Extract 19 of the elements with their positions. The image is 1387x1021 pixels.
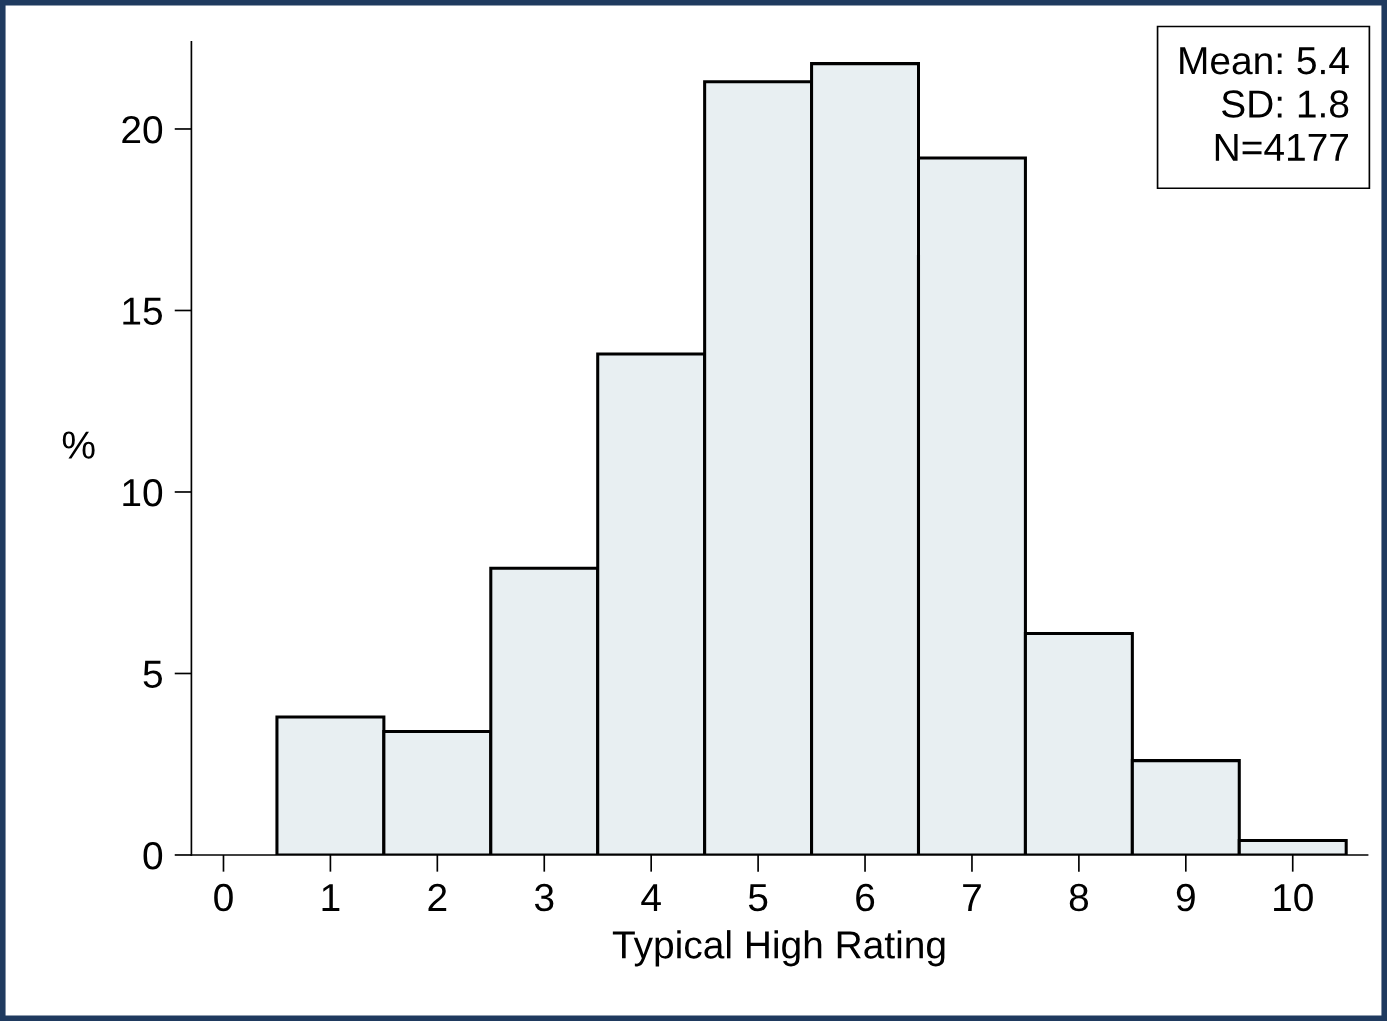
annotation: Mean: 5.4 SD: 1.8 N=4177 xyxy=(1180,47,1349,161)
y-tick-label: 20 xyxy=(122,115,163,144)
y-tick-label: 5 xyxy=(143,660,162,688)
x-tick-label: 1 xyxy=(322,884,340,911)
x-tick-label: 7 xyxy=(963,884,981,911)
x-tick-label: 3 xyxy=(534,883,554,912)
x-axis-title: Typical High Rating xyxy=(612,930,945,967)
x-tick-label: 10 xyxy=(1274,883,1313,912)
y-tick-label: 15 xyxy=(123,297,162,325)
x-tick-label: 2 xyxy=(428,883,447,911)
y-axis-title: % xyxy=(62,431,95,459)
x-tick-label: 5 xyxy=(748,884,768,912)
x-tick-label: 9 xyxy=(1176,883,1195,912)
y-tick-label: 0 xyxy=(143,841,163,870)
x-tick-label: 6 xyxy=(856,883,875,912)
x-tick-label: 8 xyxy=(1069,883,1089,912)
y-tick-label: 10 xyxy=(123,478,163,507)
x-tick-label: 0 xyxy=(214,883,233,912)
x-tick-label: 4 xyxy=(641,884,661,911)
